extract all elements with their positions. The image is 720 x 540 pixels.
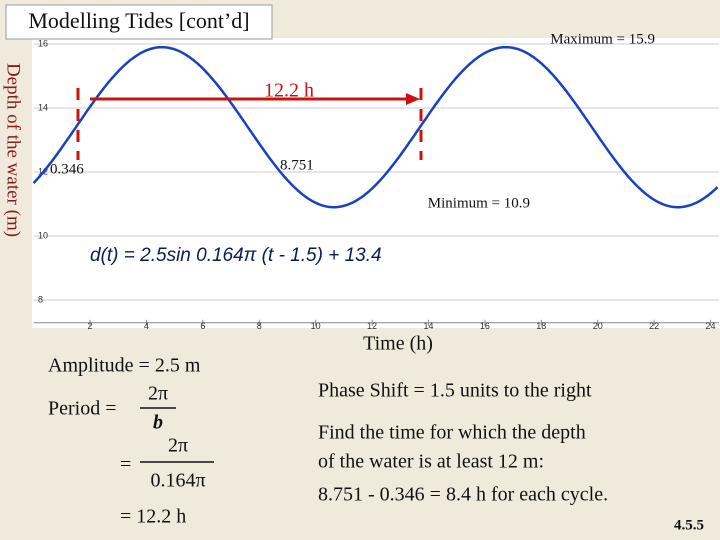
- fraction-num: 2π: [148, 383, 168, 405]
- end-label: 8.751: [280, 157, 314, 173]
- x-tick-label: 4: [144, 321, 149, 331]
- title-box: [5, 4, 273, 40]
- x-tick-label: 22: [649, 321, 659, 331]
- title: Modelling Tides [cont’d]: [28, 8, 249, 33]
- y-axis-label: Depth of the water (m): [3, 63, 24, 237]
- x-tick-label: 16: [480, 321, 490, 331]
- x-tick-label: 10: [311, 321, 321, 331]
- fraction-den: b: [153, 412, 163, 434]
- period-label: 12.2 h: [264, 80, 314, 102]
- x-tick-label: 2: [88, 321, 93, 331]
- maximum-label: Maximum = 15.9: [550, 31, 655, 47]
- x-tick-label: 20: [593, 321, 603, 331]
- arrow-head: [406, 93, 420, 105]
- start-label: 0.346: [50, 161, 84, 177]
- y-tick-label: 10: [38, 230, 48, 240]
- x-tick-label: 24: [706, 321, 716, 331]
- x-tick-label: 8: [257, 321, 262, 331]
- fraction-den: 0.164π: [150, 470, 205, 492]
- period-result: = 12.2 h: [120, 506, 186, 528]
- x-axis-label: Time (h): [363, 333, 433, 355]
- slide-number: 4.5.5: [674, 517, 704, 533]
- x-tick-label: 18: [536, 321, 546, 331]
- y-tick-label: 14: [38, 102, 48, 112]
- x-tick-label: 6: [200, 321, 205, 331]
- x-tick-label: 12: [367, 321, 377, 331]
- amplitude: Amplitude = 2.5 m: [48, 355, 201, 377]
- phase-shift: Phase Shift = 1.5 units to the right: [318, 380, 592, 402]
- x-tick-label: 14: [423, 321, 433, 331]
- minimum-label: Minimum = 10.9: [428, 195, 530, 211]
- fraction-num: 2π: [168, 435, 188, 457]
- answer: 8.751 - 0.346 = 8.4 h for each cycle.: [318, 484, 608, 506]
- question-line: of the water is at least 12 m:: [318, 451, 544, 473]
- equation: d(t) = 2.5sin 0.164π (t - 1.5) + 13.4: [90, 245, 382, 266]
- question-line: Find the time for which the depth: [318, 422, 586, 444]
- period-lhs: Period =: [48, 398, 117, 420]
- equals: =: [120, 454, 131, 476]
- tide-curve: [32, 45, 719, 209]
- y-tick-label: 16: [38, 38, 48, 48]
- y-tick-label: 8: [38, 294, 43, 304]
